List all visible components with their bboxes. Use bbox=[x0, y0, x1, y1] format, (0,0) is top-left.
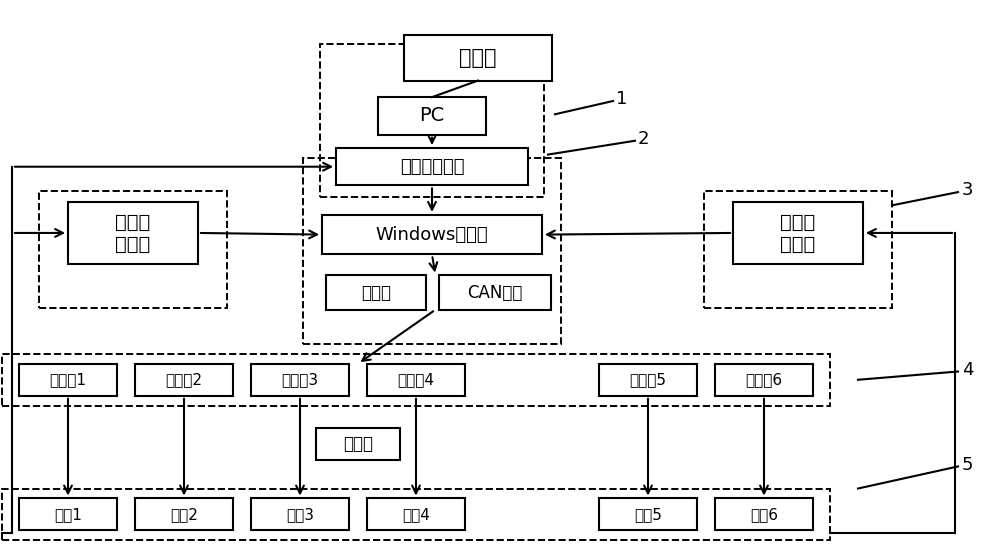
Bar bbox=[367, 498, 465, 530]
Text: 电机2: 电机2 bbox=[170, 507, 198, 522]
Text: 驱动器1: 驱动器1 bbox=[50, 372, 87, 388]
Bar bbox=[733, 202, 863, 264]
Bar bbox=[367, 364, 465, 396]
Text: 上层轨迹规划: 上层轨迹规划 bbox=[400, 158, 464, 176]
Bar bbox=[336, 148, 528, 185]
Bar bbox=[320, 44, 544, 197]
Text: 电机6: 电机6 bbox=[750, 507, 778, 522]
Bar bbox=[19, 498, 117, 530]
Bar bbox=[39, 191, 227, 308]
Bar bbox=[599, 364, 697, 396]
Text: 电机4: 电机4 bbox=[402, 507, 430, 522]
Text: 电机5: 电机5 bbox=[634, 507, 662, 522]
Bar bbox=[251, 364, 349, 396]
Text: 3: 3 bbox=[962, 182, 974, 199]
Bar bbox=[715, 498, 813, 530]
Bar bbox=[68, 202, 198, 264]
Bar bbox=[326, 275, 426, 310]
Text: 驱动器2: 驱动器2 bbox=[166, 372, 202, 388]
Bar bbox=[715, 364, 813, 396]
Text: 1: 1 bbox=[616, 91, 627, 108]
Bar bbox=[599, 498, 697, 530]
Text: 2: 2 bbox=[638, 130, 650, 148]
Bar bbox=[439, 275, 551, 310]
Bar bbox=[378, 97, 486, 135]
Text: 电机3: 电机3 bbox=[286, 507, 314, 522]
Text: 电机1: 电机1 bbox=[54, 507, 82, 522]
Text: 驱动器5: 驱动器5 bbox=[630, 372, 666, 388]
Bar bbox=[135, 498, 233, 530]
Text: 5: 5 bbox=[962, 456, 974, 474]
Text: 驱动器6: 驱动器6 bbox=[745, 372, 783, 388]
Bar bbox=[2, 354, 830, 406]
Text: PC: PC bbox=[419, 107, 445, 125]
Text: 4: 4 bbox=[962, 361, 974, 379]
Text: 驱动器3: 驱动器3 bbox=[281, 372, 319, 388]
Bar bbox=[19, 364, 117, 396]
Bar bbox=[251, 498, 349, 530]
Bar bbox=[135, 364, 233, 396]
Bar bbox=[2, 489, 830, 540]
Bar bbox=[404, 35, 552, 81]
Bar bbox=[303, 158, 561, 344]
Text: 网络层: 网络层 bbox=[459, 48, 497, 68]
Text: 主从层: 主从层 bbox=[361, 284, 391, 301]
Bar bbox=[322, 215, 542, 254]
Text: 驱动器4: 驱动器4 bbox=[398, 372, 434, 388]
Bar bbox=[704, 191, 892, 308]
Text: 执行层: 执行层 bbox=[343, 436, 373, 453]
Bar bbox=[316, 428, 400, 460]
Text: CAN总线: CAN总线 bbox=[467, 284, 523, 301]
Text: Windows上位机: Windows上位机 bbox=[376, 226, 488, 243]
Text: 力传感
器模块: 力传感 器模块 bbox=[115, 213, 151, 253]
Text: 力传感
器模块: 力传感 器模块 bbox=[780, 213, 816, 253]
